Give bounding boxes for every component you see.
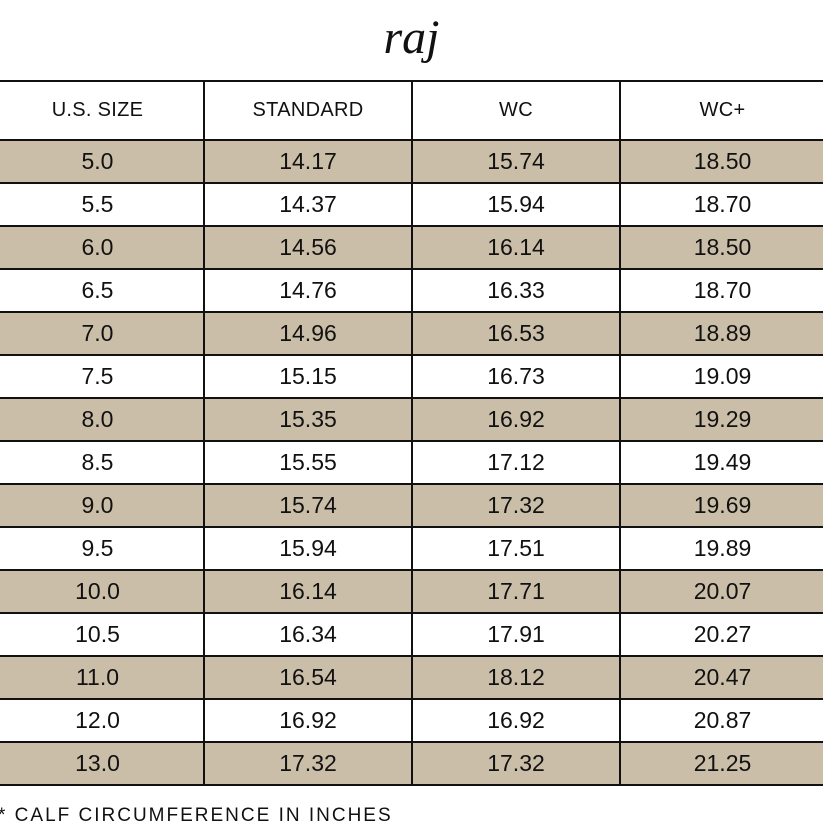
header-us-size: U.S. SIZE — [0, 80, 205, 141]
cell-standard: 16.92 — [203, 698, 413, 743]
brand-logo: raj — [383, 11, 440, 64]
cell-standard: 15.35 — [203, 397, 413, 442]
table-row: 7.0 14.96 16.53 18.89 — [0, 311, 823, 356]
cell-us-size: 9.5 — [0, 526, 205, 571]
cell-wc-plus: 18.70 — [619, 268, 823, 313]
cell-wc-plus: 19.49 — [619, 440, 823, 485]
size-chart-table: U.S. SIZE STANDARD WC WC+ 5.0 14.17 15.74 1… — [0, 80, 823, 786]
cell-wc: 15.94 — [411, 182, 621, 227]
table-header-row: U.S. SIZE STANDARD WC WC+ — [0, 80, 823, 141]
cell-us-size: 10.0 — [0, 569, 205, 614]
cell-standard: 16.54 — [203, 655, 413, 700]
cell-wc-plus: 19.09 — [619, 354, 823, 399]
cell-us-size: 8.0 — [0, 397, 205, 442]
table-body: 5.0 14.17 15.74 18.50 5.5 14.37 15.94 18.70 6.0 1… — [0, 139, 823, 786]
cell-us-size: 8.5 — [0, 440, 205, 485]
cell-wc: 18.12 — [411, 655, 621, 700]
cell-wc: 16.73 — [411, 354, 621, 399]
table-row: 12.0 16.92 16.92 20.87 — [0, 698, 823, 743]
table-row: 5.5 14.37 15.94 18.70 — [0, 182, 823, 227]
cell-standard: 14.76 — [203, 268, 413, 313]
cell-wc-plus: 19.69 — [619, 483, 823, 528]
cell-us-size: 12.0 — [0, 698, 205, 743]
cell-us-size: 11.0 — [0, 655, 205, 700]
cell-standard: 17.32 — [203, 741, 413, 786]
cell-wc: 17.51 — [411, 526, 621, 571]
table-row: 8.0 15.35 16.92 19.29 — [0, 397, 823, 442]
cell-wc: 17.32 — [411, 741, 621, 786]
cell-standard: 16.34 — [203, 612, 413, 657]
cell-wc: 17.12 — [411, 440, 621, 485]
cell-standard: 14.56 — [203, 225, 413, 270]
cell-wc: 17.91 — [411, 612, 621, 657]
cell-wc: 16.33 — [411, 268, 621, 313]
cell-wc: 16.92 — [411, 698, 621, 743]
table-row: 8.5 15.55 17.12 19.49 — [0, 440, 823, 485]
table-row: 10.5 16.34 17.91 20.27 — [0, 612, 823, 657]
table-row: 7.5 15.15 16.73 19.09 — [0, 354, 823, 399]
table-row: 6.5 14.76 16.33 18.70 — [0, 268, 823, 313]
cell-standard: 14.96 — [203, 311, 413, 356]
cell-us-size: 7.5 — [0, 354, 205, 399]
cell-standard: 15.55 — [203, 440, 413, 485]
cell-standard: 14.37 — [203, 182, 413, 227]
cell-wc: 16.14 — [411, 225, 621, 270]
cell-wc-plus: 18.50 — [619, 139, 823, 184]
cell-us-size: 6.5 — [0, 268, 205, 313]
cell-wc-plus: 20.47 — [619, 655, 823, 700]
table-row: 6.0 14.56 16.14 18.50 — [0, 225, 823, 270]
cell-standard: 15.94 — [203, 526, 413, 571]
cell-wc: 17.71 — [411, 569, 621, 614]
header-standard: STANDARD — [203, 80, 413, 141]
header-wc-plus: WC+ — [619, 80, 823, 141]
cell-standard: 15.74 — [203, 483, 413, 528]
cell-us-size: 5.0 — [0, 139, 205, 184]
footnote: * CALF CIRCUMFERENCE IN INCHES — [0, 805, 393, 826]
cell-wc-plus: 19.89 — [619, 526, 823, 571]
cell-wc-plus: 18.50 — [619, 225, 823, 270]
cell-wc-plus: 18.70 — [619, 182, 823, 227]
table-row: 13.0 17.32 17.32 21.25 — [0, 741, 823, 786]
cell-us-size: 6.0 — [0, 225, 205, 270]
table-row: 9.5 15.94 17.51 19.89 — [0, 526, 823, 571]
table-row: 11.0 16.54 18.12 20.47 — [0, 655, 823, 700]
cell-wc-plus: 20.87 — [619, 698, 823, 743]
cell-wc-plus: 18.89 — [619, 311, 823, 356]
table-row: 9.0 15.74 17.32 19.69 — [0, 483, 823, 528]
header-wc: WC — [411, 80, 621, 141]
cell-wc-plus: 20.27 — [619, 612, 823, 657]
table-row: 5.0 14.17 15.74 18.50 — [0, 139, 823, 184]
cell-wc: 16.53 — [411, 311, 621, 356]
cell-standard: 16.14 — [203, 569, 413, 614]
cell-wc: 16.92 — [411, 397, 621, 442]
cell-wc-plus: 21.25 — [619, 741, 823, 786]
cell-us-size: 13.0 — [0, 741, 205, 786]
cell-us-size: 9.0 — [0, 483, 205, 528]
table-row: 10.0 16.14 17.71 20.07 — [0, 569, 823, 614]
cell-us-size: 10.5 — [0, 612, 205, 657]
cell-standard: 14.17 — [203, 139, 413, 184]
cell-wc: 17.32 — [411, 483, 621, 528]
cell-wc-plus: 20.07 — [619, 569, 823, 614]
cell-us-size: 5.5 — [0, 182, 205, 227]
cell-standard: 15.15 — [203, 354, 413, 399]
cell-us-size: 7.0 — [0, 311, 205, 356]
cell-wc: 15.74 — [411, 139, 621, 184]
cell-wc-plus: 19.29 — [619, 397, 823, 442]
